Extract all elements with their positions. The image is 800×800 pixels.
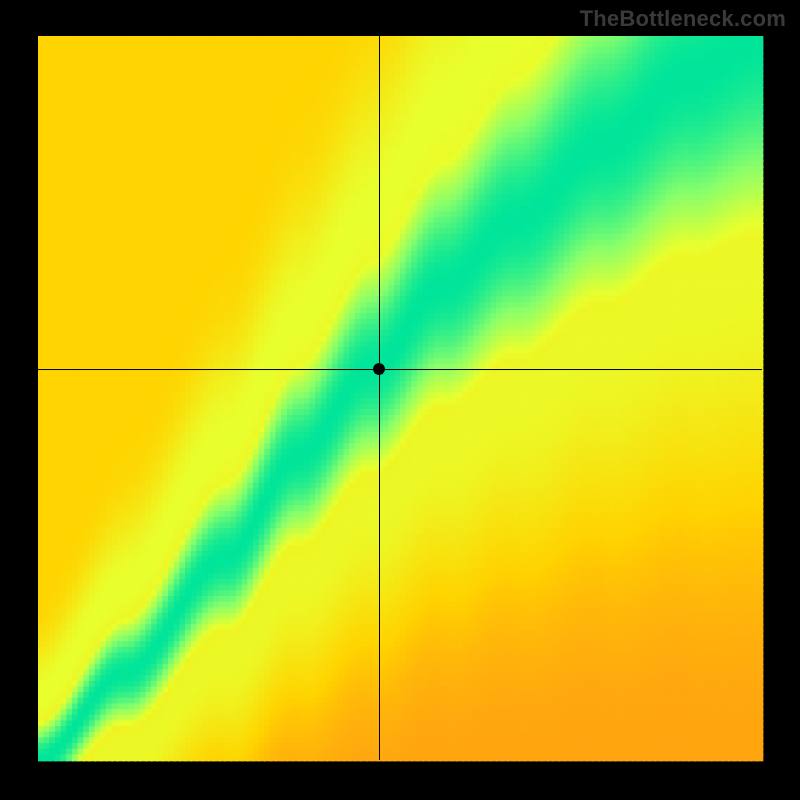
watermark-text: TheBottleneck.com [580,6,786,32]
bottleneck-heatmap [0,0,800,800]
